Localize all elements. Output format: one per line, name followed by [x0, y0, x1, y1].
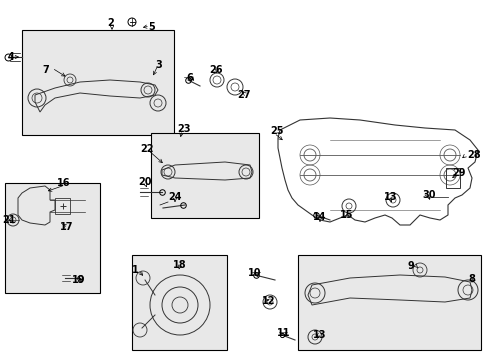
- Text: 22: 22: [140, 144, 153, 154]
- Text: 3: 3: [155, 60, 162, 70]
- Bar: [445, 168, 459, 188]
- Text: 7: 7: [42, 65, 49, 75]
- Text: 12: 12: [262, 296, 275, 306]
- Text: 13: 13: [383, 192, 397, 202]
- Text: 20: 20: [138, 177, 151, 187]
- Text: 6: 6: [185, 73, 192, 83]
- Bar: [297, 255, 480, 350]
- Text: 11: 11: [276, 328, 290, 338]
- Bar: [55, 198, 70, 214]
- Bar: [151, 133, 259, 218]
- Bar: [132, 255, 226, 350]
- Text: 1: 1: [132, 265, 139, 275]
- Bar: [5, 183, 100, 293]
- Text: 29: 29: [451, 168, 465, 178]
- Text: 8: 8: [467, 274, 474, 284]
- Bar: [22, 30, 174, 135]
- Text: 24: 24: [168, 192, 181, 202]
- Text: 9: 9: [407, 261, 414, 271]
- Text: 17: 17: [60, 222, 73, 232]
- Text: 10: 10: [247, 268, 261, 278]
- Text: 25: 25: [269, 126, 283, 136]
- Text: 18: 18: [173, 260, 186, 270]
- Text: 4: 4: [8, 52, 15, 62]
- Text: 2: 2: [107, 18, 114, 28]
- Text: 30: 30: [421, 190, 435, 200]
- Text: 16: 16: [57, 178, 70, 188]
- Text: 15: 15: [339, 210, 353, 220]
- Text: 28: 28: [466, 150, 480, 160]
- Text: 26: 26: [208, 65, 222, 75]
- Text: 19: 19: [72, 275, 85, 285]
- Text: 13: 13: [312, 330, 326, 340]
- Text: 23: 23: [177, 124, 190, 134]
- Text: 14: 14: [312, 212, 326, 222]
- Text: 27: 27: [237, 90, 250, 100]
- Text: 5: 5: [148, 22, 154, 32]
- Circle shape: [128, 18, 136, 26]
- Text: 21: 21: [2, 215, 16, 225]
